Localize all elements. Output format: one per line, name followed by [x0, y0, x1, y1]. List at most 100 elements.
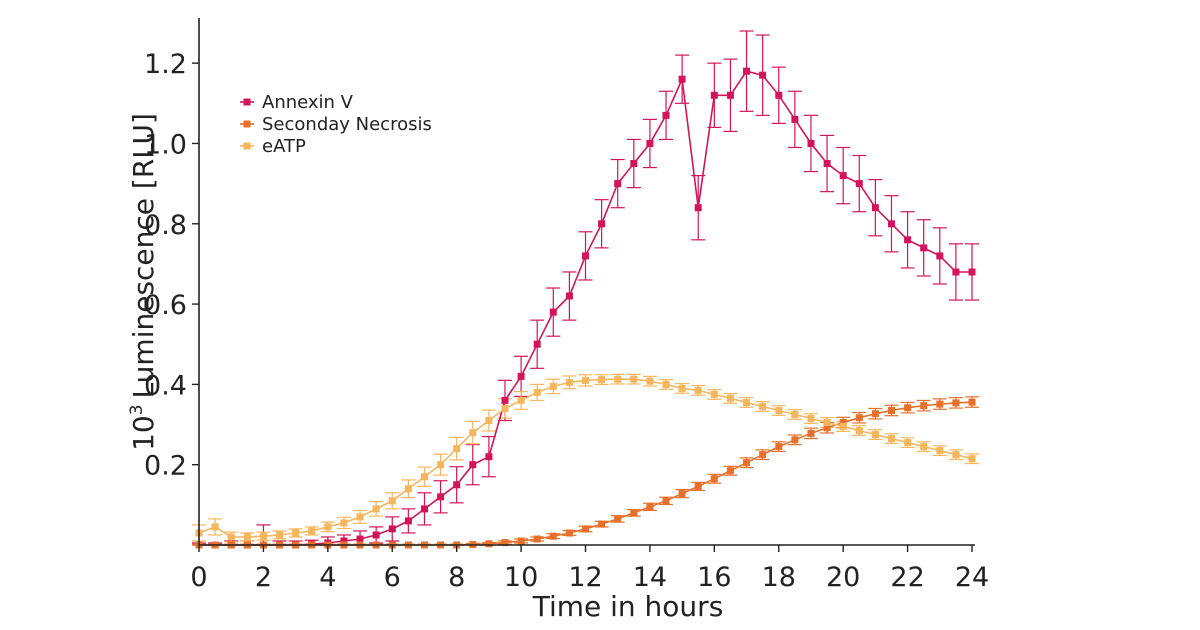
legend-label: Annexin V	[262, 92, 354, 113]
series-line-2	[198, 378, 973, 538]
data-point	[823, 424, 831, 432]
data-point	[920, 402, 928, 410]
data-point	[630, 160, 638, 167]
data-point	[388, 525, 396, 533]
data-point	[646, 377, 654, 385]
data-point	[453, 445, 461, 453]
x-ticks: 0 2 4 6 8 10 12 14 16 18 20 22 24	[190, 545, 989, 593]
data-point	[855, 427, 863, 435]
data-point	[437, 461, 445, 469]
data-point	[372, 531, 380, 539]
legend-marker	[243, 98, 251, 106]
data-point	[565, 378, 573, 386]
data-point	[340, 519, 348, 527]
series-line-0	[199, 70, 972, 546]
data-point	[807, 140, 815, 147]
x-tick-label: 2	[255, 562, 272, 593]
x-tick-label: 16	[697, 562, 731, 593]
data-point	[404, 517, 412, 525]
data-point	[743, 67, 750, 75]
data-point	[356, 513, 364, 521]
data-point	[356, 535, 364, 543]
data-point	[469, 429, 477, 437]
data-point	[904, 236, 912, 244]
legend-label: Seconday Necrosis	[262, 114, 432, 135]
data-point	[743, 459, 750, 467]
data-point	[533, 388, 541, 396]
data-point	[888, 407, 895, 414]
data-point	[791, 115, 799, 123]
data-point	[582, 252, 589, 260]
data-point	[662, 497, 670, 505]
data-point	[968, 398, 976, 406]
data-point	[501, 405, 509, 412]
y-tick-label: 1.2	[144, 49, 187, 80]
data-point	[759, 71, 767, 79]
data-point	[888, 220, 895, 228]
legend-marker	[243, 120, 251, 128]
data-point	[710, 390, 718, 398]
data-point	[388, 497, 396, 505]
data-point	[598, 376, 606, 384]
data-point	[888, 435, 895, 443]
data-point	[694, 204, 702, 212]
data-point	[807, 429, 815, 437]
data-point	[453, 481, 461, 489]
data-point	[662, 380, 670, 388]
data-point	[372, 505, 380, 513]
data-point	[759, 451, 767, 459]
data-point	[421, 473, 428, 481]
data-point	[614, 515, 622, 523]
data-point	[871, 204, 879, 212]
x-tick-label: 4	[319, 562, 336, 593]
data-point	[678, 75, 686, 83]
y-axis-title-rest: Luminescence [RLU]	[127, 113, 160, 398]
data-point	[324, 523, 332, 531]
data-point	[646, 140, 654, 147]
data-point	[533, 340, 541, 348]
data-point	[823, 419, 831, 426]
data-point	[678, 384, 686, 392]
data-point	[517, 396, 525, 404]
y-axis-title-prefix: 10	[127, 415, 160, 451]
y-tick-label: 1.0	[144, 129, 187, 160]
data-point	[308, 527, 316, 535]
data-point	[904, 404, 912, 412]
x-tick-label: 18	[762, 562, 796, 593]
data-point	[694, 386, 702, 394]
data-point	[823, 160, 831, 167]
data-point	[936, 400, 944, 408]
data-point	[485, 540, 493, 548]
data-point	[855, 414, 863, 422]
data-point	[920, 244, 928, 252]
data-point	[437, 493, 445, 501]
data-point	[871, 431, 879, 439]
data-point	[243, 533, 251, 541]
data-point	[598, 220, 606, 228]
data-point	[404, 485, 412, 493]
data-point	[952, 399, 960, 407]
x-tick-label: 24	[955, 562, 989, 593]
data-point	[775, 407, 783, 414]
data-point	[259, 532, 267, 540]
data-point	[646, 503, 654, 511]
data-point	[517, 372, 525, 380]
data-point	[775, 91, 783, 99]
y-tick-label: 0.4	[144, 370, 187, 401]
data-point	[936, 447, 944, 455]
data-point	[678, 490, 686, 498]
x-tick-label: 10	[504, 562, 538, 593]
data-point	[485, 417, 493, 424]
data-point	[807, 415, 815, 422]
x-tick-label: 14	[633, 562, 667, 593]
data-point	[598, 520, 606, 528]
data-point	[533, 535, 541, 543]
data-point	[871, 410, 879, 418]
y-ticks: 0.2 0.4 0.6 0.8 1.0 1.2	[144, 49, 199, 482]
data-point	[968, 268, 976, 276]
data-point	[775, 443, 783, 451]
data-point	[501, 396, 509, 404]
data-point	[630, 509, 638, 517]
